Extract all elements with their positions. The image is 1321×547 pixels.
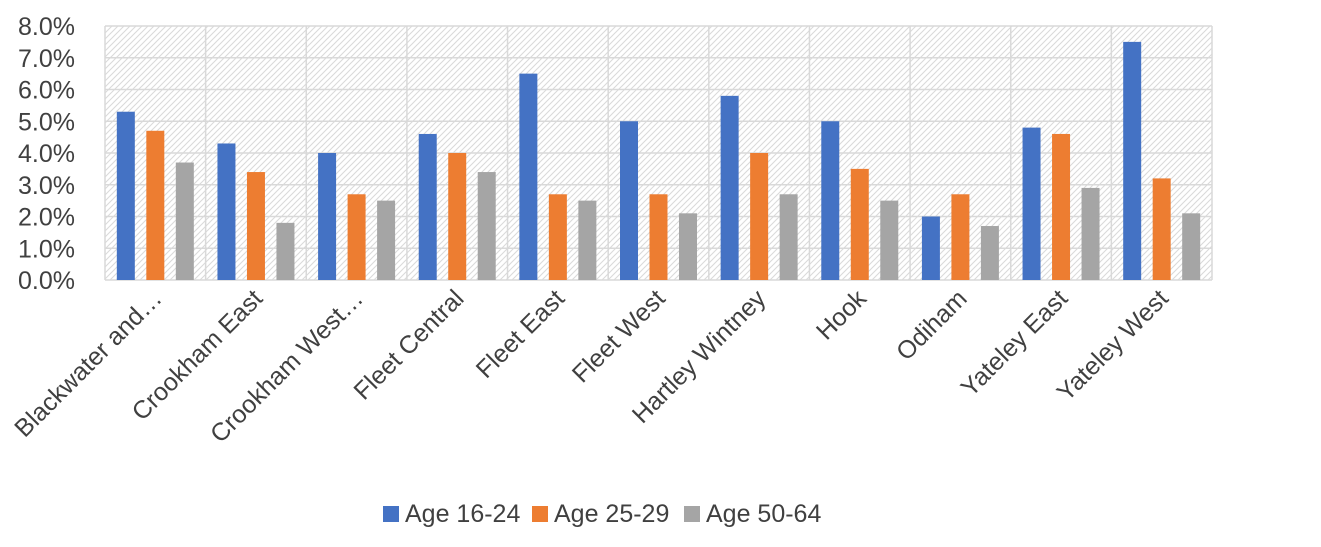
bar [880, 200, 899, 280]
legend-label: Age 50-64 [706, 500, 821, 528]
bar [850, 168, 869, 280]
bar [821, 121, 840, 280]
y-tick-label: 2.0% [18, 204, 75, 232]
bar [951, 194, 970, 280]
bar [1123, 41, 1142, 280]
bar [246, 172, 265, 280]
y-tick-label: 1.0% [18, 235, 75, 263]
bar [1022, 127, 1041, 280]
bar [1081, 187, 1100, 280]
bar [1182, 213, 1201, 280]
bar [620, 121, 638, 280]
bar [720, 95, 739, 280]
bar [347, 194, 366, 280]
bar [980, 226, 999, 280]
bar [750, 153, 769, 280]
legend-swatch [684, 506, 700, 522]
bar [448, 153, 467, 280]
bar [779, 194, 798, 280]
bar [276, 222, 295, 280]
bar [1152, 178, 1171, 280]
bars [116, 41, 1201, 280]
bar [116, 111, 135, 280]
bar [418, 133, 437, 280]
bar [175, 162, 194, 280]
y-tick-label: 5.0% [18, 108, 75, 136]
x-tick-label: Fleet East [471, 284, 570, 383]
legend-label: Age 16-24 [405, 500, 520, 528]
y-tick-label: 4.0% [18, 140, 75, 168]
legend-swatch [532, 506, 548, 522]
bar [519, 73, 538, 280]
x-tick-label: Hook [811, 284, 872, 345]
legend: Age 16-24 Age 25-29 Age 50-64 [383, 500, 821, 528]
bar [477, 172, 496, 280]
y-tick-label: 3.0% [18, 172, 75, 200]
bar [318, 153, 337, 280]
y-tick-label: 0.0% [18, 267, 75, 295]
bar [578, 200, 597, 280]
bar [146, 130, 165, 280]
x-tick-label: Odiham [891, 284, 973, 366]
y-axis-tick-labels: 0.0% 1.0% 2.0% 3.0% 4.0% 5.0% 6.0% 7.0% 8.0% [18, 13, 75, 295]
bar [217, 143, 236, 280]
x-tick-label: Fleet West [567, 284, 671, 388]
y-tick-label: 7.0% [18, 45, 75, 73]
legend-swatch [383, 506, 399, 522]
bar [1052, 133, 1071, 280]
bar [679, 213, 697, 280]
legend-label: Age 25-29 [554, 500, 669, 528]
bar [921, 216, 940, 280]
bar [548, 194, 567, 280]
y-tick-label: 8.0% [18, 13, 75, 41]
y-tick-label: 6.0% [18, 77, 75, 105]
bar [377, 200, 396, 280]
bar [649, 194, 668, 280]
